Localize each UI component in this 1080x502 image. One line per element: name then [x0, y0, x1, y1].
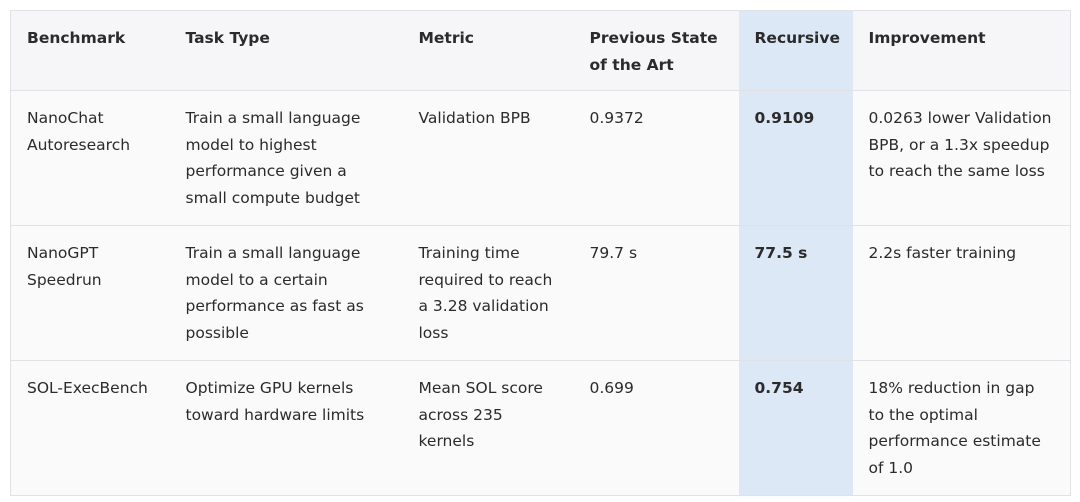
table-cell: Train a small language model to highest …: [169, 90, 403, 226]
table-row: NanoChat Autoresearch Train a small langu…: [10, 90, 1071, 226]
header-cell: Previous State of the Art: [573, 10, 739, 91]
table-cell: SOL-ExecBench: [10, 360, 170, 496]
table-cell: 77.5 s: [738, 225, 853, 361]
table-cell: 0.9372: [573, 90, 739, 226]
table-cell: 0.0263 lower Validation BPB, or a 1.3x s…: [852, 90, 1071, 226]
header-cell: Benchmark: [10, 10, 170, 91]
table-row: NanoGPT Speedrun Train a small language m…: [10, 225, 1071, 361]
table-cell: 79.7 s: [573, 225, 739, 361]
header-cell: Metric: [402, 10, 574, 91]
table-cell: 0.754: [738, 360, 853, 496]
table-cell: 0.9109: [738, 90, 853, 226]
table-cell: Validation BPB: [402, 90, 574, 226]
table-cell: Optimize GPU kernels toward hardware lim…: [169, 360, 403, 496]
table-cell: 18% reduction in gap to the optimal perf…: [852, 360, 1071, 496]
table-cell: 2.2s faster training: [852, 225, 1071, 361]
table-cell: Train a small language model to a certai…: [169, 225, 403, 361]
header-cell: Task Type: [169, 10, 403, 91]
header-cell: Recursive: [738, 10, 853, 91]
table-row: SOL-ExecBench Optimize GPU kernels toward…: [10, 360, 1071, 496]
table-cell: Mean SOL score across 235 kernels: [402, 360, 574, 496]
header-row: Benchmark Task Type Metric Previous State o…: [10, 10, 1071, 91]
table-cell: NanoGPT Speedrun: [10, 225, 170, 361]
table-body: NanoChat Autoresearch Train a small langu…: [10, 90, 1071, 496]
benchmark-table: Benchmark Task Type Metric Previous State o…: [10, 10, 1071, 496]
table-cell: NanoChat Autoresearch: [10, 90, 170, 226]
table-cell: Training time required to reach a 3.28 v…: [402, 225, 574, 361]
table-cell: 0.699: [573, 360, 739, 496]
header-cell: Improvement: [852, 10, 1071, 91]
